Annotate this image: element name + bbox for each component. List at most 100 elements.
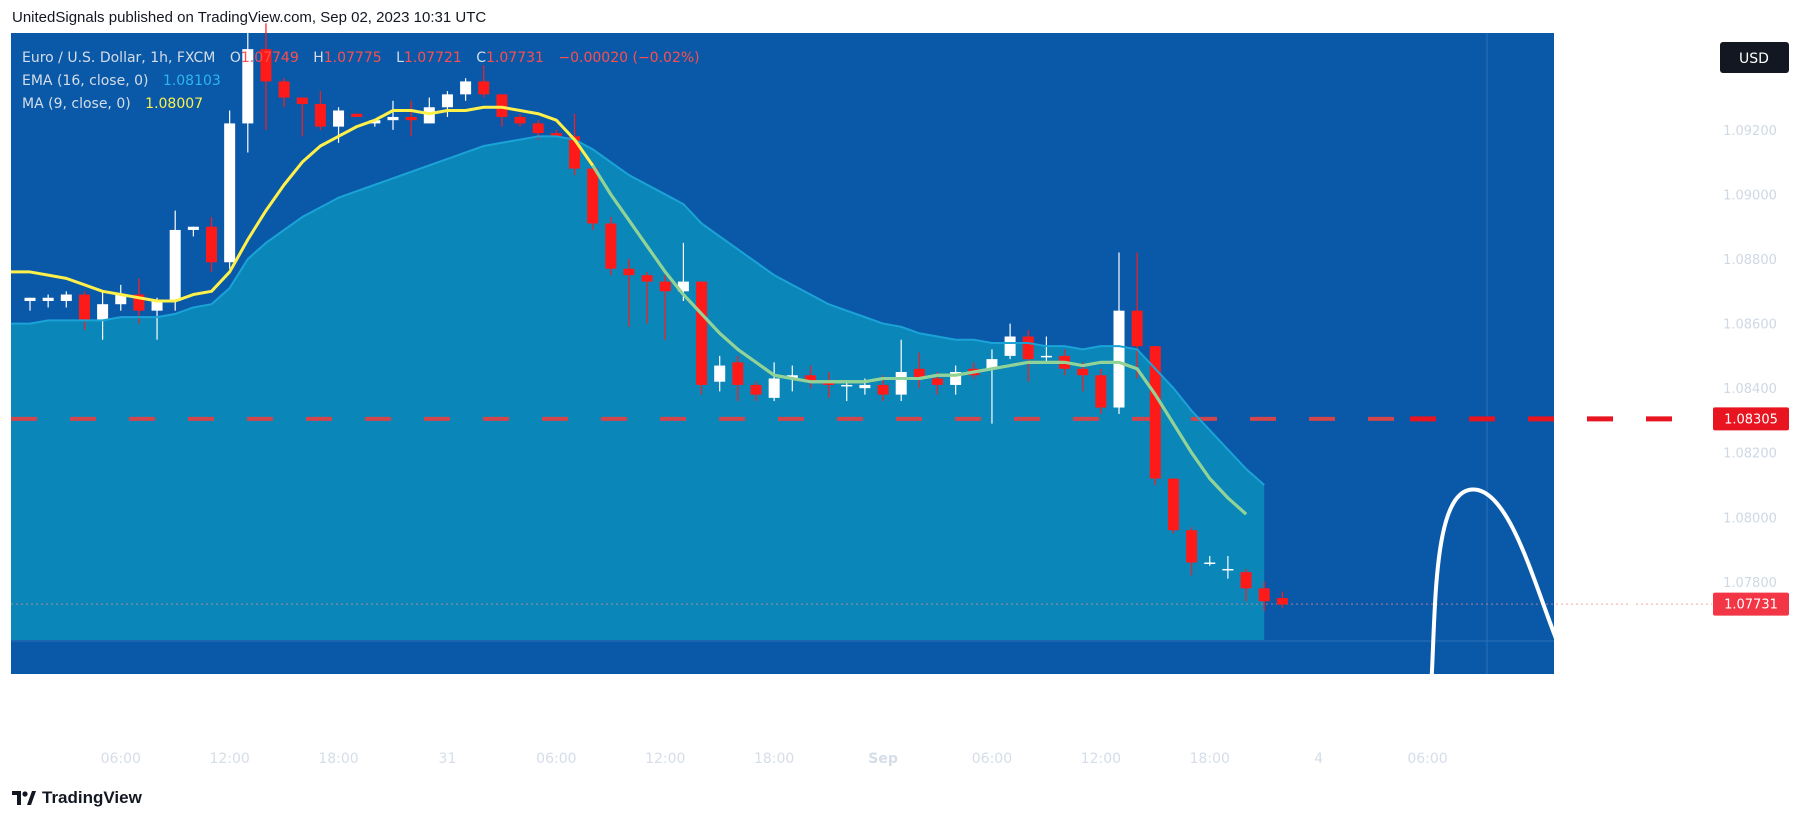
candle-down[interactable]: [732, 362, 744, 385]
candle-up[interactable]: [441, 94, 453, 108]
candle-down[interactable]: [1095, 375, 1107, 408]
candle-down[interactable]: [133, 294, 145, 311]
time-tick-label: 18:00: [318, 751, 358, 767]
candle-up[interactable]: [387, 116, 399, 121]
time-tick-label: 06:00: [972, 751, 1012, 767]
candle-up[interactable]: [42, 297, 54, 301]
legend-ema-row[interactable]: EMA (16, close, 0) 1.08103: [22, 73, 221, 89]
candle-down[interactable]: [641, 275, 653, 282]
legend-open-value: 1.07749: [241, 50, 299, 66]
time-tick-label: 12:00: [645, 751, 685, 767]
candle-down[interactable]: [550, 133, 562, 137]
candle-up[interactable]: [369, 120, 381, 124]
candle-down[interactable]: [296, 97, 308, 105]
time-tick-label: 31: [439, 751, 457, 767]
candle-down[interactable]: [514, 116, 526, 124]
candle-down[interactable]: [587, 168, 599, 224]
price-tick-label: 1.09200: [1723, 124, 1777, 139]
candle-down[interactable]: [351, 113, 363, 117]
candle-down[interactable]: [804, 375, 816, 382]
forecast-arrowhead[interactable]: [1610, 490, 1670, 527]
price-tick-label: 1.08600: [1723, 318, 1777, 333]
candle-up[interactable]: [768, 378, 780, 398]
candle-down[interactable]: [932, 378, 943, 385]
time-tick-label: 06:00: [101, 751, 141, 767]
time-tick-label: 12:00: [1081, 751, 1121, 767]
candle-down[interactable]: [696, 281, 708, 385]
candle-down[interactable]: [1240, 572, 1252, 589]
candle-down[interactable]: [260, 49, 272, 82]
candle-up[interactable]: [1040, 355, 1052, 358]
candle-down[interactable]: [1022, 336, 1034, 360]
candle-up[interactable]: [97, 304, 109, 321]
candle-up[interactable]: [115, 294, 127, 305]
candle-up[interactable]: [895, 372, 907, 395]
candle-down[interactable]: [532, 123, 544, 134]
candle-up[interactable]: [60, 294, 72, 301]
legend-low-key: L: [396, 50, 404, 66]
candle-up[interactable]: [151, 300, 163, 311]
candle-up[interactable]: [242, 49, 254, 124]
candle-down[interactable]: [605, 223, 617, 269]
candle-down[interactable]: [405, 116, 417, 121]
candle-up[interactable]: [786, 375, 798, 379]
candle-up[interactable]: [841, 384, 853, 387]
legend-symbol: Euro / U.S. Dollar, 1h, FXCM: [22, 50, 215, 66]
candle-up[interactable]: [169, 229, 181, 301]
price-tick-label: 1.08200: [1723, 447, 1777, 462]
candle-down[interactable]: [1149, 346, 1161, 479]
candle-up[interactable]: [24, 297, 36, 301]
candle-down[interactable]: [659, 281, 671, 292]
candle-down[interactable]: [496, 94, 508, 117]
candle-down[interactable]: [1077, 368, 1089, 376]
price-tick-label: 1.08400: [1723, 382, 1777, 397]
currency-button[interactable]: [1720, 42, 1789, 73]
candle-up[interactable]: [677, 281, 689, 292]
candle-down[interactable]: [1276, 598, 1288, 605]
candle-up[interactable]: [986, 359, 998, 369]
candle-up[interactable]: [1222, 568, 1234, 571]
candle-down[interactable]: [877, 384, 889, 395]
candle-down[interactable]: [1258, 588, 1270, 602]
legend-ma-value: 1.08007: [145, 96, 203, 112]
time-axis[interactable]: [11, 640, 1554, 674]
candle-up[interactable]: [1004, 336, 1016, 356]
candle-up[interactable]: [460, 81, 472, 95]
time-tick-label: 18:00: [754, 751, 794, 767]
legend-ma-row[interactable]: MA (9, close, 0) 1.08007: [22, 96, 203, 112]
candle-down[interactable]: [206, 226, 217, 263]
time-tick-label: Sep: [868, 751, 898, 767]
legend-close-value: 1.07731: [486, 50, 544, 66]
ema-line[interactable]: [11, 135, 1265, 486]
forecast-curve[interactable]: [1429, 487, 1642, 697]
candle-up[interactable]: [333, 110, 345, 127]
currency-button-label[interactable]: USD: [1739, 51, 1769, 67]
legend-ohlc-row[interactable]: Euro / U.S. Dollar, 1h, FXCM O1.07749 H1…: [22, 50, 700, 66]
candle-down[interactable]: [278, 81, 290, 98]
candle-down[interactable]: [823, 381, 835, 385]
candle-up[interactable]: [423, 107, 435, 124]
candle-down[interactable]: [750, 384, 762, 395]
ema-area-fill: [11, 136, 1265, 640]
candle-up[interactable]: [224, 123, 236, 263]
candle-down[interactable]: [569, 136, 580, 169]
candle-down[interactable]: [1131, 310, 1143, 347]
candle-up[interactable]: [950, 372, 962, 385]
candle-up[interactable]: [859, 384, 871, 389]
candle-down[interactable]: [314, 104, 326, 127]
candle-down[interactable]: [78, 294, 90, 321]
candle-down[interactable]: [913, 368, 925, 379]
candle-down[interactable]: [623, 268, 635, 276]
candle-up[interactable]: [1204, 562, 1216, 565]
last-price-label-text: 1.07731: [1724, 598, 1778, 613]
candle-up[interactable]: [1113, 310, 1125, 408]
candle-down[interactable]: [478, 81, 490, 95]
candle-up[interactable]: [187, 226, 199, 230]
target-price-annotation[interactable]: 1.0830: [1555, 436, 1714, 487]
candle-down[interactable]: [1167, 478, 1179, 531]
tradingview-logo[interactable]: TradingView: [12, 788, 142, 808]
candle-up[interactable]: [714, 365, 726, 382]
candle-down[interactable]: [1186, 530, 1198, 563]
price-axis[interactable]: [1486, 33, 1554, 674]
